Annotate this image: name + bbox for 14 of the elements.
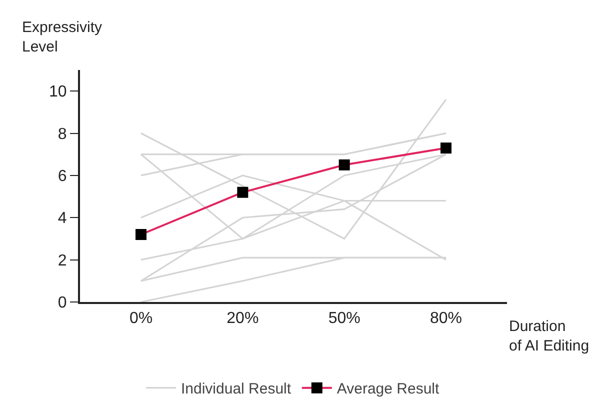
legend-label: Individual Result	[181, 380, 292, 398]
x-tick-label: 80%	[430, 310, 462, 328]
x-tick-label: 0%	[129, 310, 153, 328]
y-tick-label: 0	[58, 294, 67, 312]
y-tick-label: 8	[58, 126, 67, 143]
x-tick-label: 50%	[328, 310, 360, 328]
x-tick-label: 20%	[226, 310, 259, 328]
y-axis-title: Expressivity Level	[22, 19, 103, 56]
y-tick-label: 4	[58, 210, 67, 228]
y-tick-label: 2	[58, 252, 67, 270]
legend-label: Average Result	[336, 380, 440, 398]
y-tick-label: 6	[58, 168, 67, 186]
y-tick-label: 10	[49, 84, 67, 101]
x-axis-title: Duration of AI Editing	[509, 318, 590, 354]
